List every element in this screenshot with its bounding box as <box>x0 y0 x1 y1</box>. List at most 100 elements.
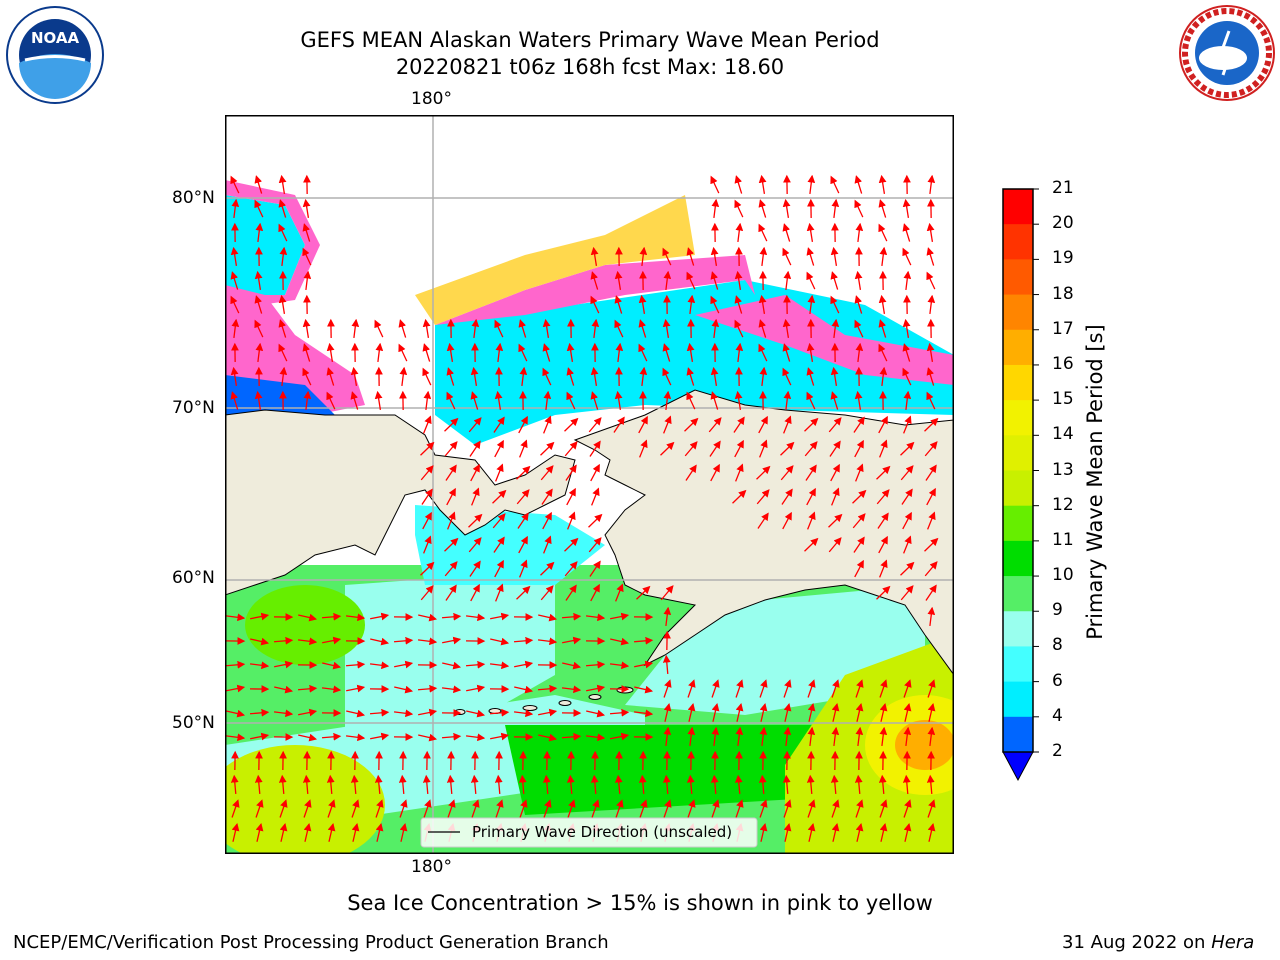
wave-direction-arrow <box>903 822 912 842</box>
wave-direction-arrow <box>278 223 288 242</box>
wave-direction-arrow <box>687 702 696 722</box>
colorbar-tick-label: 16 <box>1052 353 1074 374</box>
colorbar-band <box>1003 189 1033 225</box>
wave-direction-arrow <box>445 584 457 601</box>
wave-direction-arrow <box>446 774 455 795</box>
colorbar-tick-label: 13 <box>1052 459 1074 480</box>
wave-direction-arrow <box>879 246 888 267</box>
bottom-longitude-label: 180° <box>411 857 452 877</box>
wave-direction-arrow <box>687 294 696 315</box>
wave-direction-arrow <box>585 733 606 742</box>
wave-direction-arrow <box>444 537 459 552</box>
wave-direction-arrow <box>255 342 264 363</box>
wave-direction-arrow <box>591 487 600 506</box>
wave-direction-arrow <box>590 774 599 795</box>
wave-direction-arrow <box>806 391 816 410</box>
wave-direction-arrow <box>686 342 695 362</box>
wave-direction-arrow <box>830 295 840 314</box>
wave-direction-arrow <box>516 585 531 600</box>
wave-direction-arrow <box>660 585 674 601</box>
wave-direction-arrow <box>879 799 888 818</box>
lat-label-70: 70°N <box>172 398 215 418</box>
nws-logo <box>1177 3 1277 107</box>
wave-direction-arrow <box>564 441 578 457</box>
colorbar-extend-triangle <box>1002 751 1034 782</box>
wave-direction-arrow <box>374 774 383 795</box>
wave-direction-arrow <box>417 637 438 646</box>
wave-direction-arrow <box>298 708 318 717</box>
wave-direction-arrow <box>783 679 792 698</box>
wave-direction-arrow <box>927 294 936 315</box>
wave-direction-arrow <box>302 367 312 386</box>
wave-direction-arrow <box>663 702 672 722</box>
wave-direction-arrow <box>903 679 912 698</box>
wave-direction-arrow <box>878 199 887 218</box>
wave-direction-arrow <box>350 391 359 410</box>
colorbar-band <box>1003 716 1033 753</box>
wave-direction-arrow <box>490 612 510 621</box>
wave-direction-arrow <box>519 799 528 818</box>
wave-direction-arrow <box>230 774 239 795</box>
wave-direction-arrow <box>250 637 270 646</box>
wave-direction-arrow <box>830 463 840 482</box>
wave-direction-arrow <box>447 799 456 818</box>
wave-direction-arrow <box>662 343 671 362</box>
colorbar-tick-label: 11 <box>1052 529 1074 550</box>
wave-direction-arrow <box>565 464 577 481</box>
wave-direction-arrow <box>783 702 792 722</box>
wave-direction-arrow <box>807 822 816 842</box>
wave-direction-arrow <box>759 246 768 267</box>
wave-direction-arrow <box>926 367 935 386</box>
wave-direction-arrow <box>853 416 865 433</box>
wave-direction-arrow <box>590 463 600 482</box>
wave-direction-arrow <box>710 175 720 194</box>
wave-direction-arrow <box>900 441 915 456</box>
wave-field-orange <box>895 720 954 770</box>
wave-direction-arrow <box>710 774 719 795</box>
wave-direction-arrow <box>542 511 552 530</box>
wave-direction-arrows <box>225 174 939 842</box>
wave-direction-arrow <box>663 415 672 434</box>
wave-direction-arrow <box>663 679 672 698</box>
wave-direction-arrow <box>470 583 480 602</box>
wave-direction-arrow <box>879 702 888 722</box>
wave-direction-arrow <box>903 702 912 722</box>
wave-direction-arrow <box>494 390 503 410</box>
wave-direction-arrow <box>418 613 438 622</box>
wave-direction-arrow <box>902 511 912 530</box>
wave-direction-arrow <box>663 726 672 747</box>
wave-direction-arrow <box>927 679 936 698</box>
wave-direction-arrow <box>852 513 866 529</box>
wave-direction-arrow <box>516 465 531 480</box>
wave-direction-arrow <box>878 174 887 194</box>
wave-direction-arrow <box>375 822 384 842</box>
wave-direction-arrow <box>516 489 530 505</box>
wave-direction-arrow <box>782 511 792 530</box>
colorbar-band <box>1003 540 1033 577</box>
wave-direction-arrow <box>927 726 936 747</box>
wave-direction-arrow <box>444 561 458 577</box>
wave-direction-arrow <box>734 774 743 795</box>
wave-direction-arrow <box>442 661 462 670</box>
wave-direction-arrow <box>278 319 287 338</box>
wave-direction-arrow <box>588 537 602 553</box>
wave-direction-arrow <box>806 271 816 290</box>
wave-direction-arrow <box>734 319 744 338</box>
wave-direction-arrow <box>369 708 390 717</box>
wave-direction-arrow <box>538 708 558 717</box>
wave-direction-arrow <box>590 366 599 386</box>
legend-box <box>420 817 758 848</box>
wave-direction-arrow <box>613 416 625 433</box>
wave-direction-arrow <box>561 685 582 694</box>
wave-direction-arrow <box>757 512 769 529</box>
wave-direction-arrow <box>279 246 288 267</box>
wave-direction-arrow <box>735 702 744 722</box>
wave-direction-arrow <box>828 417 842 433</box>
legend-text: Primary Wave Direction (unscaled) <box>472 823 732 841</box>
wave-direction-arrow <box>927 822 936 842</box>
wave-direction-arrow <box>471 318 480 339</box>
wave-direction-arrow <box>782 367 792 386</box>
wave-direction-arrow <box>686 271 696 290</box>
wave-direction-arrow <box>255 822 264 842</box>
ice-west-pink <box>225 180 320 310</box>
